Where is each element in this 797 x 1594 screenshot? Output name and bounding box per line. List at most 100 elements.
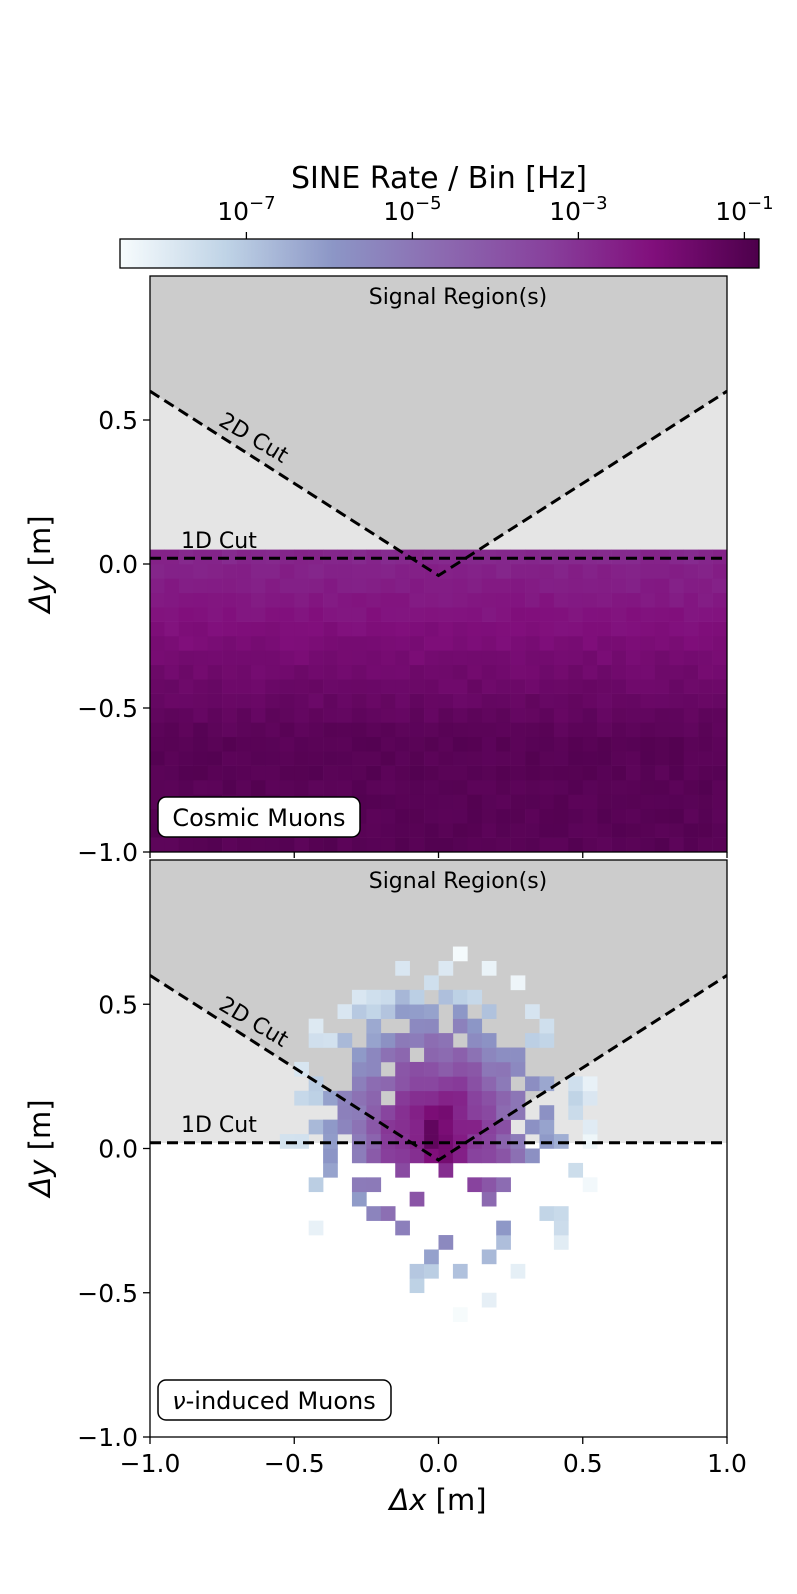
- heatmap-bin: [568, 736, 584, 752]
- heatmap-bin: [207, 650, 223, 666]
- heatmap-bin: [236, 607, 252, 622]
- heatmap-bin: [337, 1033, 353, 1048]
- heatmap-bin: [265, 693, 281, 709]
- heatmap-bin: [380, 1047, 396, 1063]
- heatmap-bin: [654, 837, 670, 852]
- heatmap-bin: [582, 1134, 598, 1149]
- heatmap-bin: [150, 564, 165, 579]
- heatmap-bin: [582, 636, 598, 651]
- heatmap-bin: [150, 736, 165, 752]
- heatmap-bin: [626, 636, 641, 651]
- heatmap-bin: [467, 1090, 483, 1106]
- heatmap-bin: [452, 1105, 468, 1120]
- heatmap-bin: [337, 1105, 353, 1120]
- heatmap-bin: [481, 650, 497, 666]
- heatmap-bin: [496, 1119, 511, 1135]
- heatmap-bin: [510, 780, 526, 795]
- heatmap-bin: [539, 837, 555, 852]
- heatmap-bin: [640, 578, 656, 594]
- heatmap-bin: [207, 722, 223, 738]
- heatmap-bin: [597, 765, 612, 781]
- heatmap-bin: [207, 607, 223, 622]
- heatmap-bin: [236, 564, 252, 579]
- heatmap-bin: [236, 708, 252, 723]
- heatmap-bin: [553, 794, 569, 810]
- heatmap-bin: [496, 607, 511, 622]
- heatmap-bin: [467, 1047, 483, 1063]
- heatmap-bin: [438, 636, 454, 651]
- heatmap-bin: [452, 794, 468, 810]
- heatmap-bin: [582, 794, 598, 810]
- heatmap-bin: [640, 607, 656, 622]
- y-axis-label: Δy [m]: [23, 1099, 57, 1198]
- heatmap-bin: [294, 664, 309, 680]
- heatmap-bin: [308, 607, 324, 622]
- heatmap-bins: [279, 946, 598, 1322]
- heatmap-bin: [525, 664, 540, 680]
- heatmap-bin: [467, 989, 483, 1005]
- x-axis: −1.0 −0.5 0.0 0.5 1.0: [120, 852, 747, 1478]
- heatmap-bin: [351, 751, 367, 766]
- heatmap-bin: [409, 607, 425, 622]
- heatmap-bin: [626, 592, 641, 608]
- heatmap-bin: [366, 1206, 382, 1221]
- heatmap-bin: [467, 664, 483, 680]
- heatmap-bin: [207, 578, 223, 594]
- heatmap-bin: [496, 592, 511, 608]
- heatmap-bin: [164, 564, 180, 579]
- heatmap-bin: [178, 722, 194, 738]
- heatmap-bin: [380, 650, 396, 666]
- heatmap-bin: [424, 693, 439, 709]
- heatmap-bin: [597, 564, 612, 579]
- heatmap-bin: [496, 1105, 511, 1120]
- heatmap-bin: [582, 837, 598, 852]
- heatmap-bin: [323, 664, 338, 680]
- heatmap-bin: [164, 765, 180, 781]
- heatmap-bin: [265, 722, 281, 738]
- heatmap-bin: [597, 837, 612, 852]
- heatmap-bin: [669, 549, 685, 565]
- heatmap-bin: [395, 621, 410, 637]
- heatmap-bin: [323, 607, 338, 622]
- heatmap-bin: [452, 751, 468, 766]
- heatmap-bin: [626, 693, 641, 709]
- heatmap-bin: [654, 564, 670, 579]
- heatmap-bin: [265, 751, 281, 766]
- heatmap-bin: [611, 708, 627, 723]
- heatmap-bin: [438, 960, 454, 976]
- heatmap-bin: [481, 736, 497, 752]
- y-tick-label: 0.5: [98, 990, 138, 1019]
- heatmap-bin: [539, 736, 555, 752]
- heatmap-bin: [250, 693, 266, 709]
- heatmap-bin: [279, 592, 295, 608]
- heatmap-bin: [597, 592, 612, 608]
- heatmap-bin: [337, 1090, 353, 1106]
- heatmap-bin: [409, 693, 425, 709]
- heatmap-bin: [380, 1206, 396, 1221]
- heatmap-bin: [250, 650, 266, 666]
- heatmap-bin: [395, 679, 410, 694]
- colorbar: SINE Rate / Bin [Hz] 10−7 10−5 10−3 10−1: [119, 161, 774, 269]
- heatmap-bin: [236, 837, 252, 852]
- heatmap-bin: [380, 780, 396, 795]
- heatmap-bin: [164, 636, 180, 651]
- cut-1d-label: 1D Cut: [181, 1113, 257, 1138]
- heatmap-bin: [337, 693, 353, 709]
- heatmap-bin: [351, 592, 367, 608]
- heatmap-bin: [611, 794, 627, 810]
- heatmap-bin: [150, 636, 165, 651]
- heatmap-bin: [597, 808, 612, 824]
- heatmap-bin: [351, 578, 367, 594]
- y-tick-label: 0.5: [98, 406, 138, 435]
- heatmap-bin: [366, 650, 382, 666]
- heatmap-bin: [395, 736, 410, 752]
- heatmap-bin: [698, 564, 713, 579]
- heatmap-bin: [424, 1018, 439, 1034]
- heatmap-bin: [568, 837, 584, 852]
- heatmap-bin: [525, 1033, 540, 1048]
- heatmap-bin: [323, 564, 338, 579]
- heatmap-bin: [626, 780, 641, 795]
- legend-box: ν-induced Muons: [157, 1379, 392, 1421]
- heatmap-bin: [496, 765, 511, 781]
- heatmap-bin: [582, 808, 598, 824]
